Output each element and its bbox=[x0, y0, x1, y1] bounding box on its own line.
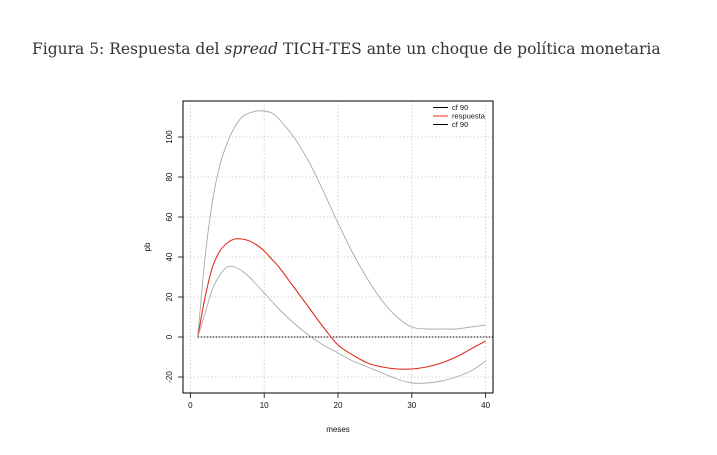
legend-label: cf 90 bbox=[452, 120, 468, 129]
series-lines bbox=[197, 110, 493, 384]
caption-italic: spread bbox=[224, 40, 279, 58]
legend-label: cf 90 bbox=[452, 103, 468, 112]
y-tick-label: 60 bbox=[165, 212, 174, 221]
plot-frame bbox=[182, 100, 494, 394]
series-line-2 bbox=[197, 265, 486, 384]
y-tick-label: 20 bbox=[165, 292, 174, 301]
x-tick-label: 20 bbox=[334, 401, 343, 410]
grid bbox=[183, 101, 493, 393]
figure-caption: Figura 5: Respuesta del spread TICH-TES … bbox=[32, 40, 661, 58]
caption-prefix: Figura 5: Respuesta del bbox=[32, 40, 225, 58]
y-axis-label: pb bbox=[143, 242, 152, 251]
x-tick-label: 30 bbox=[407, 401, 416, 410]
y-tick-label: 100 bbox=[165, 130, 174, 144]
x-tick-label: 40 bbox=[481, 401, 490, 410]
y-tick-label: 80 bbox=[165, 172, 174, 181]
y-tick-label: 0 bbox=[165, 334, 174, 339]
legend-label: respuesta bbox=[452, 112, 486, 121]
x-tick-label: 0 bbox=[188, 401, 193, 410]
series-line-1 bbox=[197, 238, 486, 370]
series-line-0 bbox=[197, 110, 486, 338]
y-tick-label: -20 bbox=[165, 371, 174, 383]
x-axis-label: meses bbox=[326, 425, 350, 434]
axis-ticks: 0 10 20 30 40 -20 0 20 40 60 80 100 bbox=[165, 130, 491, 410]
x-tick-label: 10 bbox=[260, 401, 269, 410]
y-tick-label: 40 bbox=[165, 252, 174, 261]
caption-suffix: TICH-TES ante un choque de política mone… bbox=[278, 40, 661, 58]
